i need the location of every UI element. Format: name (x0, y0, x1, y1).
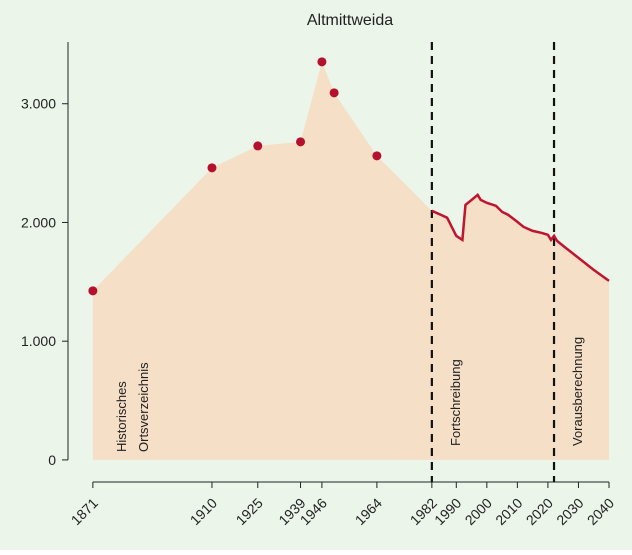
y-tick-label: 0 (48, 452, 56, 468)
data-point (329, 88, 339, 98)
y-tick-label: 3.000 (21, 96, 56, 112)
chart-title: Altmittweida (307, 12, 393, 29)
period-label: Vorausberechnung (570, 337, 585, 446)
y-tick-label: 2.000 (21, 214, 56, 230)
data-line (431, 193, 610, 282)
period-label: Historisches (114, 381, 129, 452)
y-tick-label: 1.000 (21, 333, 56, 349)
area (92, 61, 609, 460)
data-point (88, 286, 98, 296)
data-point (317, 57, 327, 67)
data-point (372, 151, 382, 161)
data-point (253, 141, 263, 151)
data-point (296, 137, 306, 147)
period-label: Fortschreibung (448, 359, 463, 446)
period-label: Ortsverzeichnis (136, 362, 151, 452)
data-point (207, 163, 217, 173)
